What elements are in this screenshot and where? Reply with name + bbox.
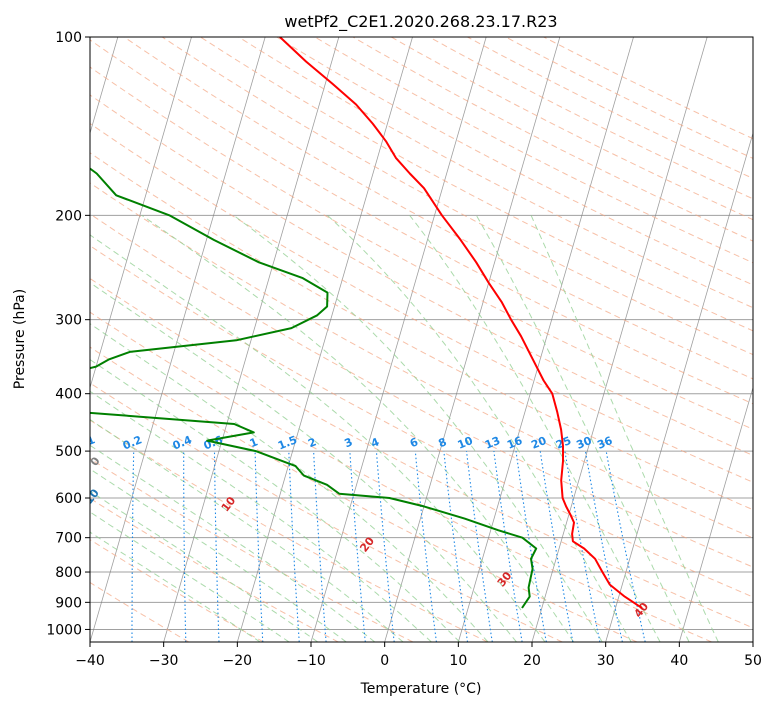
mixing-ratio-label: 30 (575, 434, 594, 452)
y-tick-label: 800 (55, 565, 82, 581)
dry-adiabat-line (90, 152, 753, 511)
mixing-ratio-line (493, 451, 523, 642)
sounding-profiles (90, 37, 643, 609)
y-tick-label: 600 (55, 491, 82, 507)
mixing-ratio-line (414, 451, 437, 642)
moist-adiabat-line (530, 215, 719, 642)
isobar-lines (90, 37, 753, 630)
x-tick-label: −30 (149, 653, 179, 669)
moist-adiabat-line (90, 468, 347, 642)
x-tick-label: 50 (744, 653, 762, 669)
x-tick-label: −10 (296, 653, 326, 669)
y-tick-label: 100 (55, 30, 82, 46)
dry-adiabat-line (90, 457, 414, 642)
mixing-ratio-line (375, 451, 395, 642)
x-tick-label: 0 (380, 653, 389, 669)
dry-adiabat-line (238, 37, 753, 309)
y-tick-label: 400 (55, 387, 82, 403)
moist-adiabat-line (90, 323, 489, 642)
dry-adiabat-lines (90, 37, 753, 642)
x-tick-label: 10 (449, 653, 467, 669)
dry-adiabat-line (90, 213, 753, 568)
dry-adiabat-line (90, 277, 753, 629)
y-tick-label: 1000 (46, 622, 82, 638)
mixing-ratio-label: 20 (529, 434, 548, 452)
moist-adiabat-line (327, 214, 632, 642)
mixing-ratio-line (443, 451, 469, 642)
dry-adiabat-line (90, 346, 638, 642)
moist-adiabat-line (90, 390, 432, 642)
mixing-ratio-label: 36 (595, 434, 614, 452)
mixing-ratio-line (564, 451, 601, 642)
dewpoint-profile-line (90, 167, 538, 609)
plot-area: 0.10.20.40.611.52346810131620253036-100-… (74, 37, 753, 642)
mixing-ratio-label: 10 (456, 434, 475, 452)
plot-frame (89, 36, 754, 643)
chart-title: wetPf2_C2E1.2020.268.23.17.R23 (284, 12, 557, 32)
mixing-ratio-label: 16 (505, 434, 524, 452)
y-tick-label: 500 (55, 444, 82, 460)
mixing-ratio-line (584, 451, 623, 642)
isotherm-line (531, 37, 708, 642)
dry-adiabat-line (90, 122, 753, 483)
mixing-ratio-label: 1 (248, 435, 260, 450)
y-tick-label: 900 (55, 595, 82, 611)
x-axis-ticks: −40 −30 −20 −10 0 10 20 30 40 50 (75, 642, 762, 669)
moist-adiabat-line (475, 215, 690, 642)
dry-adiabat-line (90, 581, 190, 642)
dry-adiabat-line (123, 37, 753, 380)
dry-adiabat-line (90, 94, 753, 456)
isotherm-line (163, 37, 340, 642)
mixing-ratio-label: 8 (437, 435, 449, 450)
dry-adiabat-line (90, 245, 753, 598)
x-tick-label: 20 (523, 653, 541, 669)
mixing-ratio-label: 0.1 (74, 433, 97, 452)
moist-adiabat-line (90, 490, 319, 642)
x-tick-label: −20 (223, 653, 253, 669)
dry-adiabat-line (90, 311, 712, 642)
mixing-ratio-label: 3 (343, 435, 355, 450)
moist-adiabat-line (90, 281, 517, 642)
y-tick-label: 200 (55, 208, 82, 224)
isotherm-line (678, 386, 753, 642)
y-tick-label: 700 (55, 531, 82, 547)
x-tick-label: 30 (597, 653, 615, 669)
isotherm-line (90, 37, 266, 642)
dry-adiabat-line (90, 419, 488, 642)
isotherm-line (90, 37, 192, 390)
mixing-ratio-label: 2 (306, 435, 318, 450)
x-axis-title: Temperature (°C) (360, 681, 482, 697)
x-tick-label: 40 (670, 653, 688, 669)
y-tick-label: 300 (55, 313, 82, 329)
dry-adiabat-line (90, 182, 753, 539)
isotherm-line (384, 37, 561, 642)
x-tick-label: −40 (75, 653, 105, 669)
moist-adiabat-line (233, 214, 603, 642)
mixing-ratio-line (465, 451, 493, 642)
moist-adiabat-line (90, 418, 404, 642)
temperature-profile-line (279, 37, 643, 609)
mixing-ratio-label: 13 (483, 434, 502, 452)
dry-adiabat-line (90, 39, 753, 405)
y-axis-title: Pressure (hPa) (12, 289, 28, 389)
isotherm-line (457, 37, 634, 642)
dry-adiabat-line (90, 539, 264, 642)
y-axis-ticks: 100 200 300 400 500 600 700 800 900 1000 (46, 30, 90, 638)
mixing-ratio-line (605, 451, 646, 642)
moist-adiabat-line (90, 234, 546, 642)
